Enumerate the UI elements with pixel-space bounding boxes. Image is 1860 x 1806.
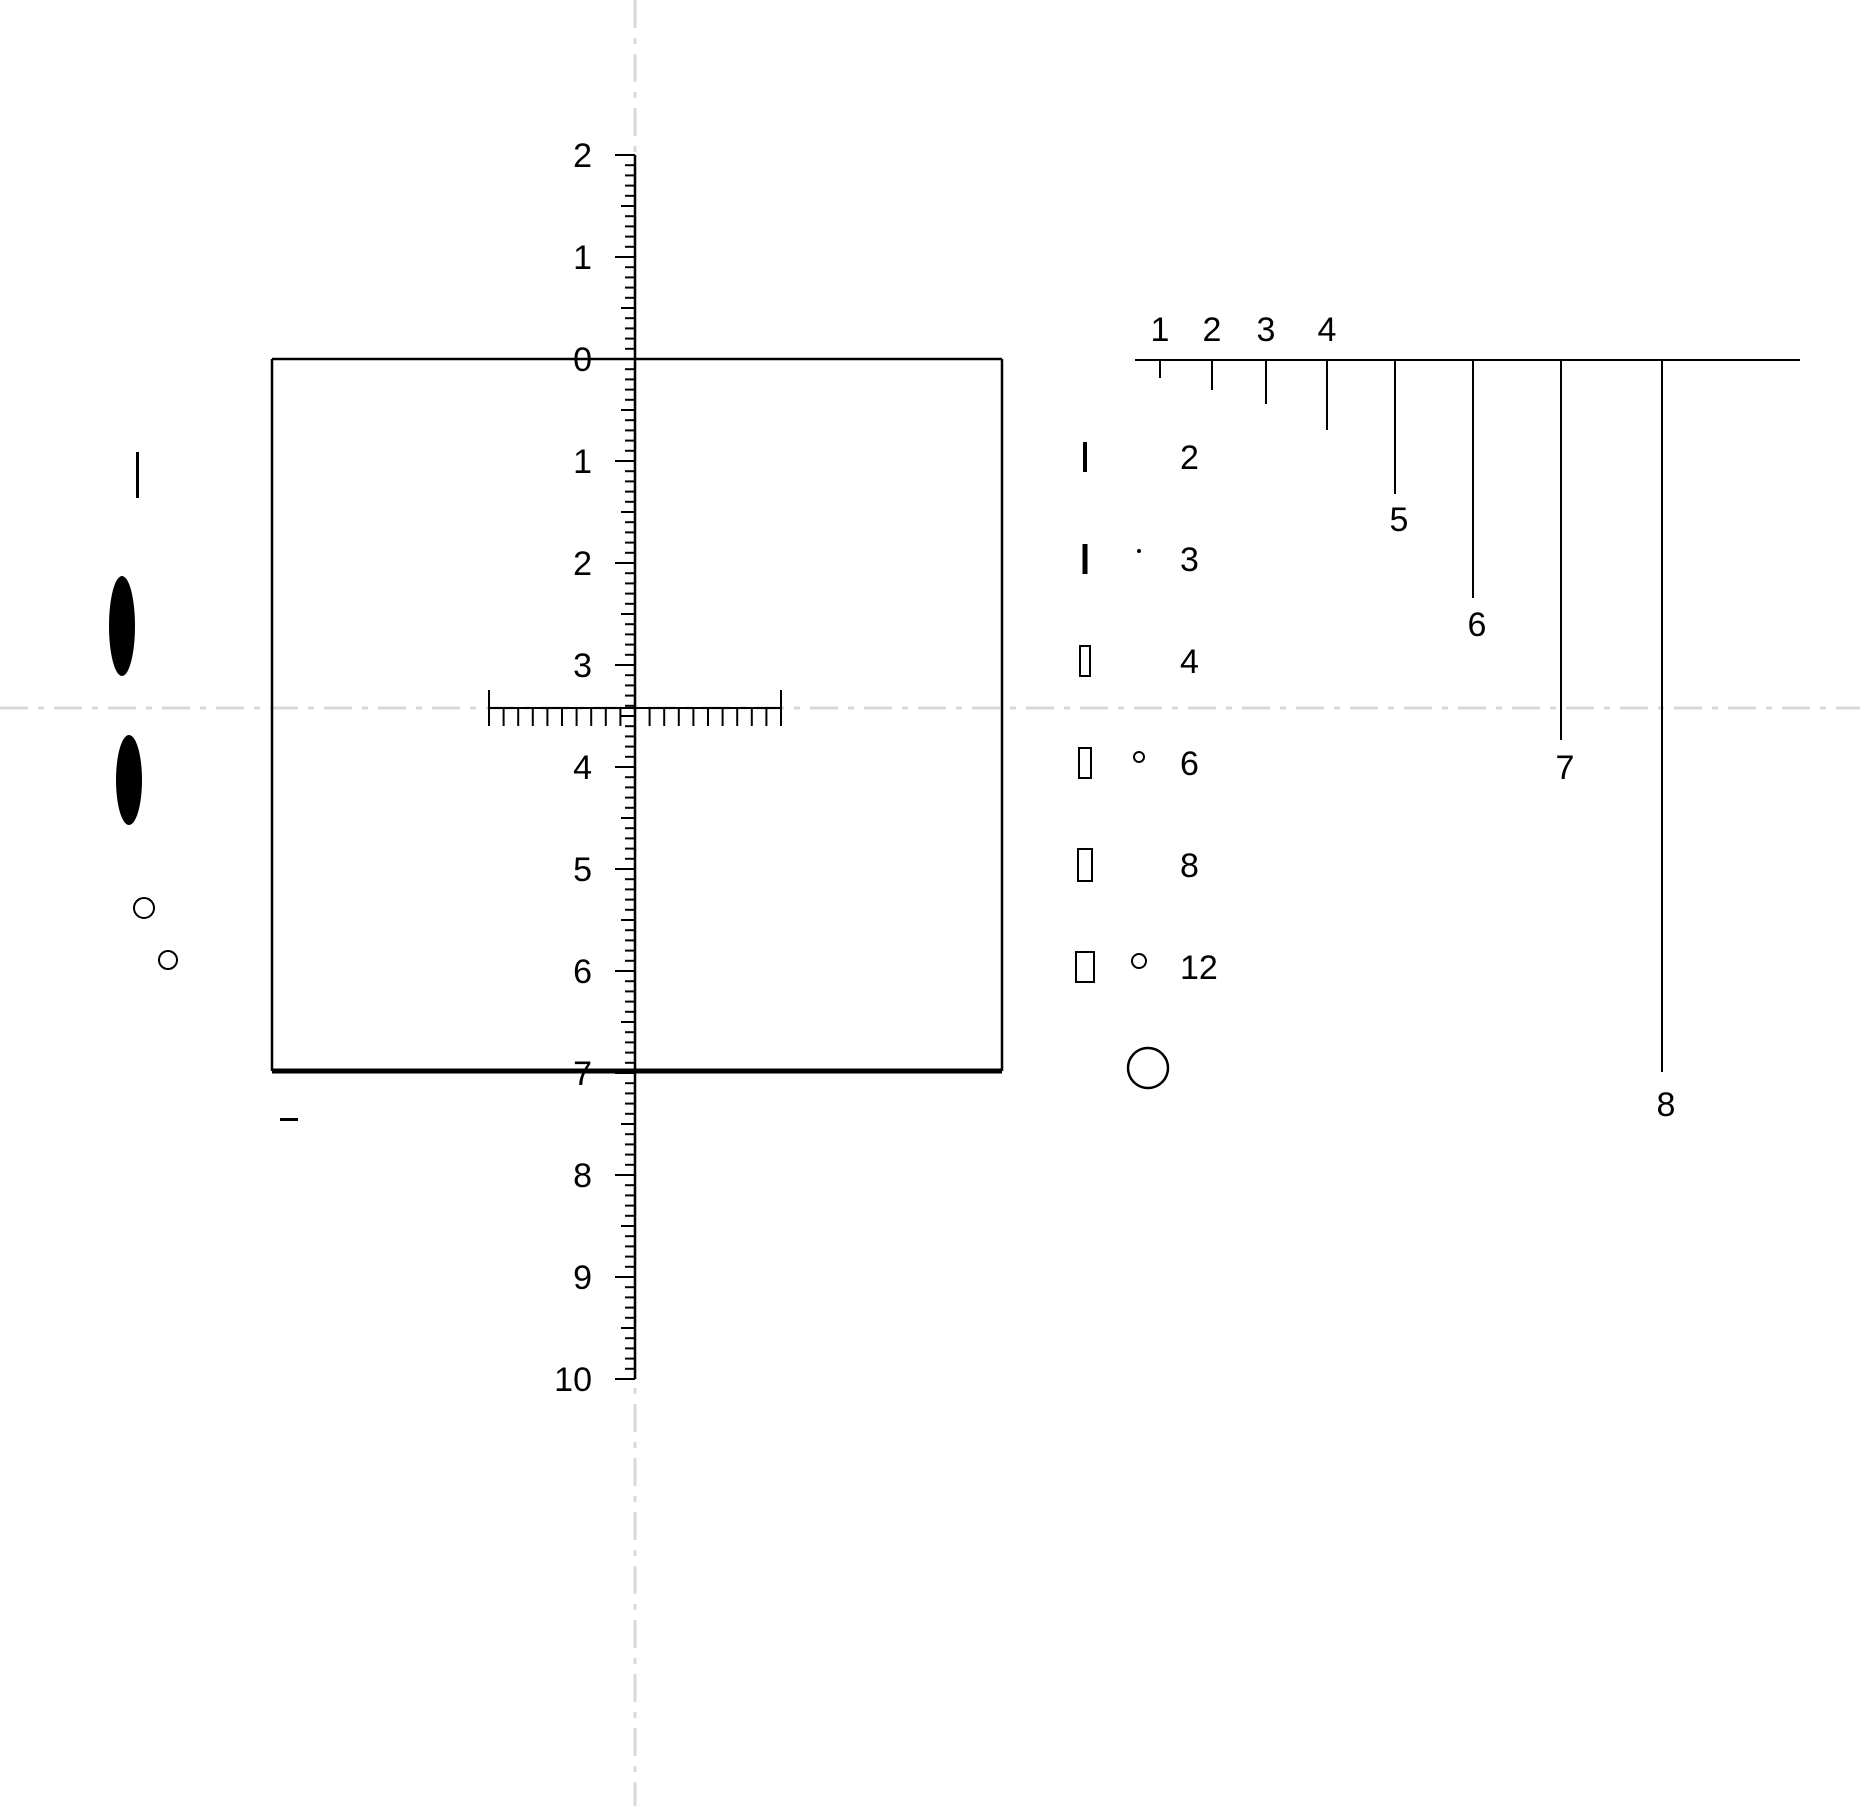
legend-dot xyxy=(1137,549,1141,553)
ruler-label: 2 xyxy=(573,137,592,175)
ruler-label: 7 xyxy=(573,1055,592,1093)
stadia-label-top: 3 xyxy=(1257,311,1276,349)
sample-dash xyxy=(280,1118,298,1121)
legend-label: 2 xyxy=(1180,439,1199,477)
ruler-label: 1 xyxy=(573,443,592,481)
sample-vbar xyxy=(136,452,139,498)
ruler-label: 2 xyxy=(573,545,592,583)
stadia-label-top: 4 xyxy=(1318,311,1337,349)
sample-leaf xyxy=(116,735,142,825)
legend-label: 12 xyxy=(1180,949,1218,987)
ruler-label: 9 xyxy=(573,1259,592,1297)
stadia-label-top: 2 xyxy=(1203,311,1222,349)
stadia-label-bottom: 5 xyxy=(1390,501,1409,539)
ruler-label: 5 xyxy=(573,851,592,889)
stadia-label-bottom: 8 xyxy=(1657,1086,1676,1124)
ruler-label: 4 xyxy=(573,749,592,787)
stadia-label-bottom: 7 xyxy=(1556,749,1575,787)
legend-label: 3 xyxy=(1180,541,1199,579)
legend-symbol-bar xyxy=(1083,442,1087,472)
ruler-label: 0 xyxy=(573,341,592,379)
sample-leaf xyxy=(109,576,135,676)
ruler-label: 6 xyxy=(573,953,592,991)
stadia-label-top: 1 xyxy=(1151,311,1170,349)
ruler-label: 10 xyxy=(554,1361,592,1399)
stadia-label-bottom: 6 xyxy=(1468,606,1487,644)
legend-symbol-bar xyxy=(1083,544,1088,574)
legend-label: 8 xyxy=(1180,847,1199,885)
ruler-label: 8 xyxy=(573,1157,592,1195)
ruler-label: 3 xyxy=(573,647,592,685)
legend-label: 6 xyxy=(1180,745,1199,783)
legend-label: 4 xyxy=(1180,643,1199,681)
background xyxy=(0,0,1860,1806)
ruler-label: 1 xyxy=(573,239,592,277)
